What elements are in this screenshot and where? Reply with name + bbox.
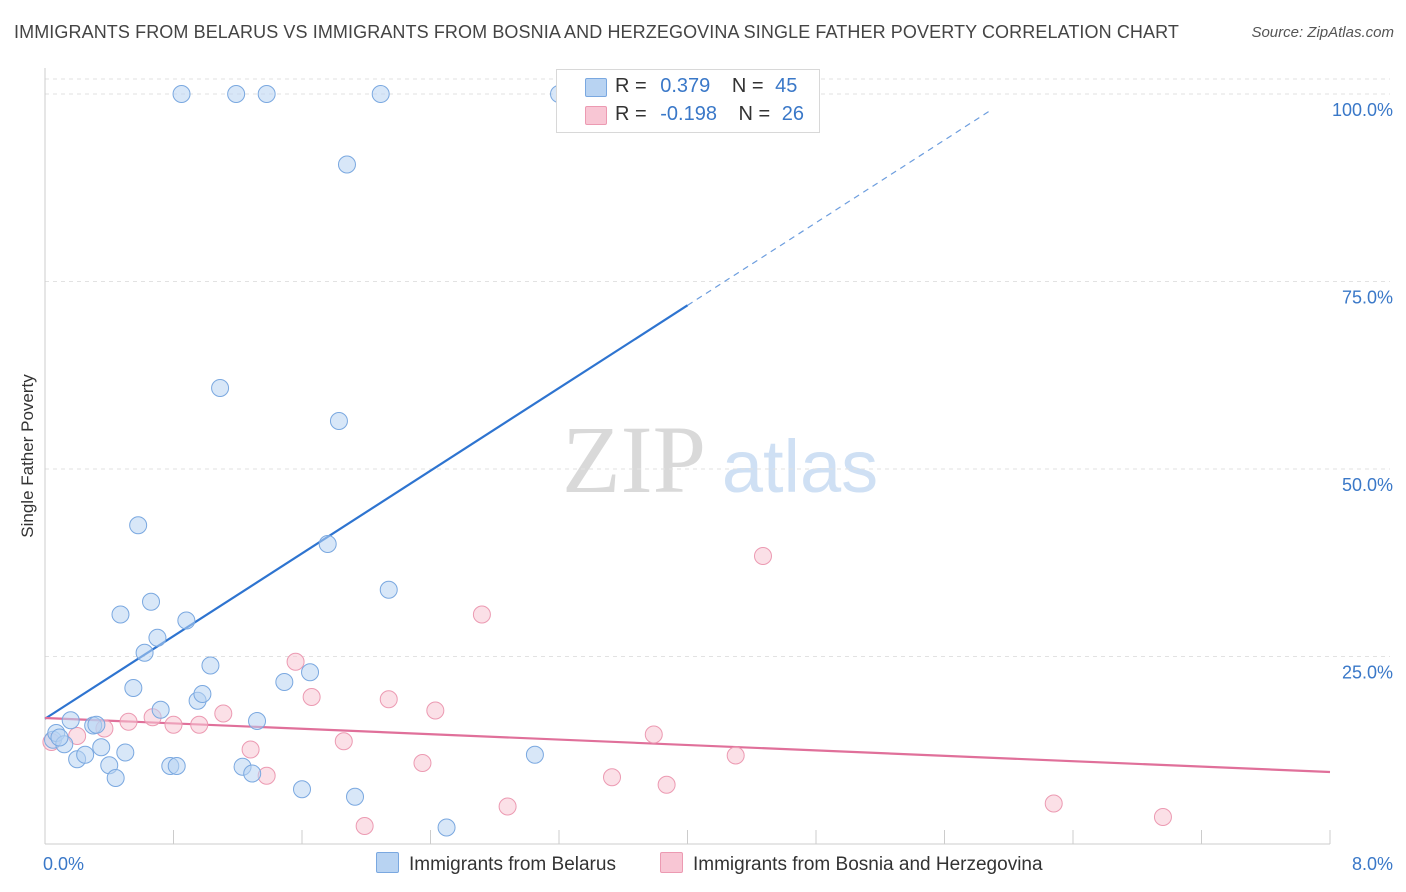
bosnia-point [68, 727, 87, 745]
bosnia-point [726, 746, 745, 765]
belarus-point [248, 712, 267, 730]
bosnia-point [657, 775, 676, 794]
x-tick-label: 0.0% [43, 854, 84, 874]
belarus-point [337, 155, 356, 174]
y-axis-label: Single Father Poverty [18, 374, 37, 538]
watermark: ZIP atlas [562, 406, 878, 513]
belarus-point [379, 580, 398, 599]
belarus-point [346, 787, 365, 806]
bosnia-point [286, 652, 305, 671]
legend-row-bosnia: R = -0.198 N = 26 [615, 103, 804, 126]
bosnia-point [214, 704, 233, 723]
y-tick-label: 100.0% [1332, 100, 1393, 120]
belarus-point [116, 743, 135, 762]
bosnia-point [426, 701, 445, 720]
belarus-point [106, 769, 125, 787]
belarus-point [329, 412, 348, 430]
belarus-point [61, 711, 80, 730]
belarus-point [243, 764, 262, 783]
series-label-bosnia: Immigrants from Bosnia and Herzegovina [693, 854, 1043, 875]
legend-n-label: N = [731, 75, 764, 97]
axes [44, 68, 1331, 845]
belarus-point [177, 611, 196, 630]
series-legend-bosnia: Immigrants from Bosnia and Herzegovina [660, 852, 1043, 876]
bosnia-point [355, 817, 374, 835]
bosnia-point [753, 547, 772, 565]
belarus-point [525, 745, 544, 764]
belarus-point [148, 628, 167, 647]
belarus-point [135, 643, 154, 662]
bosnia-point [302, 688, 321, 706]
data-points [42, 85, 1172, 837]
watermark-atlas: atlas [722, 425, 878, 508]
belarus-point [111, 605, 130, 624]
belarus-point [437, 818, 456, 837]
y-tick-label: 50.0% [1342, 475, 1393, 495]
belarus-point [211, 379, 230, 397]
bosnia-point [334, 732, 353, 751]
series-label-belarus: Immigrants from Belarus [409, 854, 616, 875]
legend-r-value: -0.198 [660, 103, 717, 125]
series-legend-belarus: Immigrants from Belarus [376, 852, 616, 876]
belarus-point [151, 700, 170, 719]
correlation-legend: R = 0.379 N = 45 R = -0.198 N = 26 [556, 69, 820, 133]
chart-source: Source: ZipAtlas.com [1251, 24, 1394, 41]
y-tick-label: 25.0% [1342, 663, 1393, 683]
legend-swatch-belarus [585, 78, 607, 97]
bosnia-point [164, 715, 183, 734]
legend-row-belarus: R = 0.379 N = 45 [615, 75, 797, 98]
bosnia-point [1153, 808, 1172, 826]
bosnia-point [379, 690, 398, 709]
belarus-point [142, 592, 161, 611]
belarus-point [371, 85, 390, 103]
belarus-point [318, 535, 337, 553]
belarus-point [50, 728, 69, 747]
belarus-point [201, 656, 220, 675]
belarus-point [275, 673, 294, 691]
belarus-point [227, 85, 246, 103]
bosnia-point [603, 768, 622, 787]
belarus-point [76, 745, 95, 764]
belarus-point [172, 85, 191, 103]
bosnia-point [413, 754, 432, 772]
legend-r-value: 0.379 [660, 75, 711, 97]
bosnia-point [498, 797, 517, 816]
belarus-point [293, 780, 311, 799]
legend-r-label: R = [615, 75, 647, 97]
bosnia-point [472, 605, 491, 624]
legend-n-label: N = [738, 103, 771, 125]
belarus-point [124, 679, 143, 697]
bosnia-point [119, 712, 138, 731]
tick-labels: 25.0% 50.0% 75.0% 100.0% 0.0% 8.0% [43, 100, 1393, 874]
gridlines [45, 78, 1390, 657]
bosnia-point [190, 715, 209, 734]
belarus-point [87, 715, 106, 734]
x-tick-label: 8.0% [1352, 854, 1393, 874]
legend-n-value: 26 [781, 103, 805, 125]
series-swatch-belarus [376, 852, 399, 873]
belarus-point [193, 685, 212, 703]
belarus-point [301, 663, 320, 682]
belarus-point [129, 516, 148, 535]
bosnia-point [1044, 794, 1063, 813]
bosnia-point [241, 740, 260, 759]
belarus-point [257, 85, 276, 103]
watermark-zip: ZIP [562, 406, 706, 513]
legend-swatch-bosnia [585, 106, 607, 125]
series-swatch-bosnia [660, 852, 683, 873]
legend-n-value: 45 [775, 75, 798, 97]
belarus-trendline-extension [687, 108, 994, 306]
belarus-point [167, 757, 186, 775]
bosnia-point [644, 725, 663, 744]
belarus-point [92, 738, 111, 757]
legend-r-label: R = [615, 103, 647, 125]
y-tick-label: 75.0% [1342, 288, 1393, 308]
chart-title: IMMIGRANTS FROM BELARUS VS IMMIGRANTS FR… [14, 22, 1180, 42]
